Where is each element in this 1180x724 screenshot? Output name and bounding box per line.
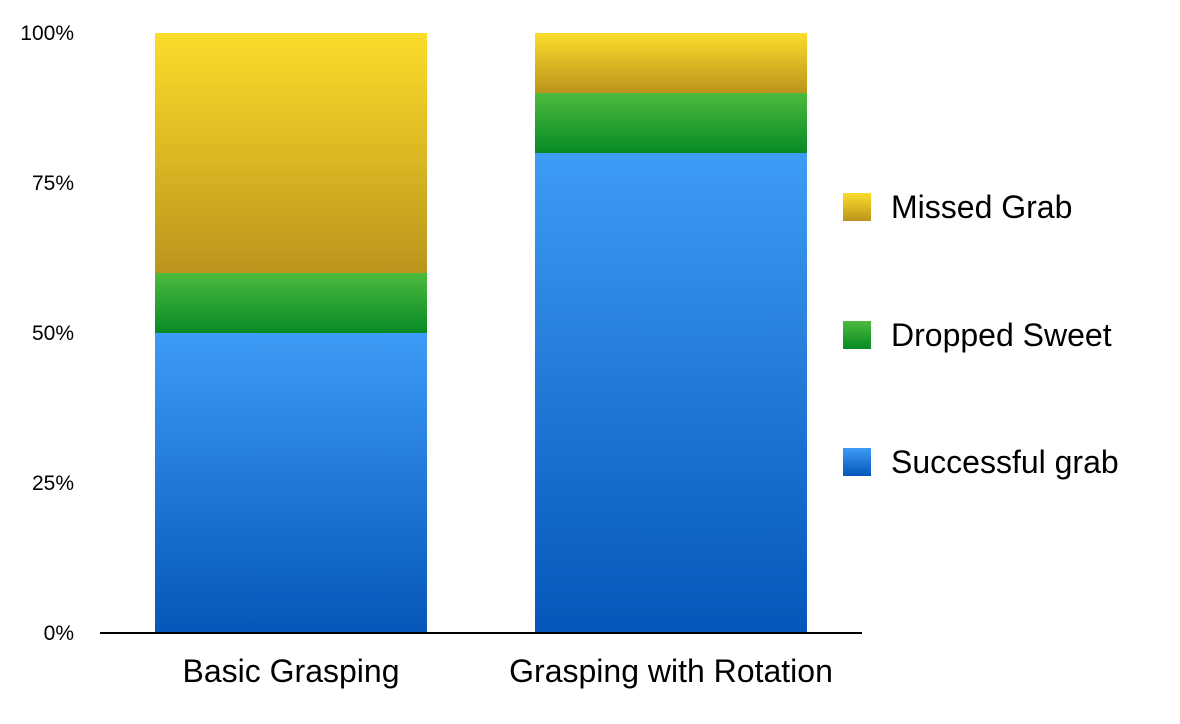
- y-tick-label: 0%: [44, 622, 74, 645]
- y-tick-label: 50%: [32, 322, 74, 345]
- legend-swatch-missed-grab: [843, 193, 871, 221]
- legend: Missed Grab Dropped Sweet Successful grab: [843, 189, 1119, 480]
- y-axis: 0% 25% 50% 75% 100%: [20, 22, 74, 645]
- x-tick-label: Grasping with Rotation: [509, 653, 833, 689]
- bar-grasping-with-rotation-missed-grab: [535, 33, 807, 93]
- bar-grasping-with-rotation-successful-grab: [535, 153, 807, 633]
- legend-label-dropped-sweet: Dropped Sweet: [891, 317, 1112, 353]
- legend-swatch-dropped-sweet: [843, 321, 871, 349]
- bar-basic-grasping-missed-grab: [155, 33, 427, 273]
- y-tick-label: 100%: [20, 22, 74, 45]
- bar-basic-grasping-dropped-sweet: [155, 273, 427, 333]
- legend-swatch-successful-grab: [843, 448, 871, 476]
- x-axis: Basic Grasping Grasping with Rotation: [183, 653, 833, 689]
- bar-grasping-with-rotation-dropped-sweet: [535, 93, 807, 153]
- legend-label-successful-grab: Successful grab: [891, 444, 1119, 480]
- legend-label-missed-grab: Missed Grab: [891, 189, 1072, 225]
- x-tick-label: Basic Grasping: [183, 653, 400, 689]
- y-tick-label: 25%: [32, 472, 74, 495]
- bars-group: [155, 33, 807, 633]
- y-tick-label: 75%: [32, 172, 74, 195]
- bar-basic-grasping-successful-grab: [155, 333, 427, 633]
